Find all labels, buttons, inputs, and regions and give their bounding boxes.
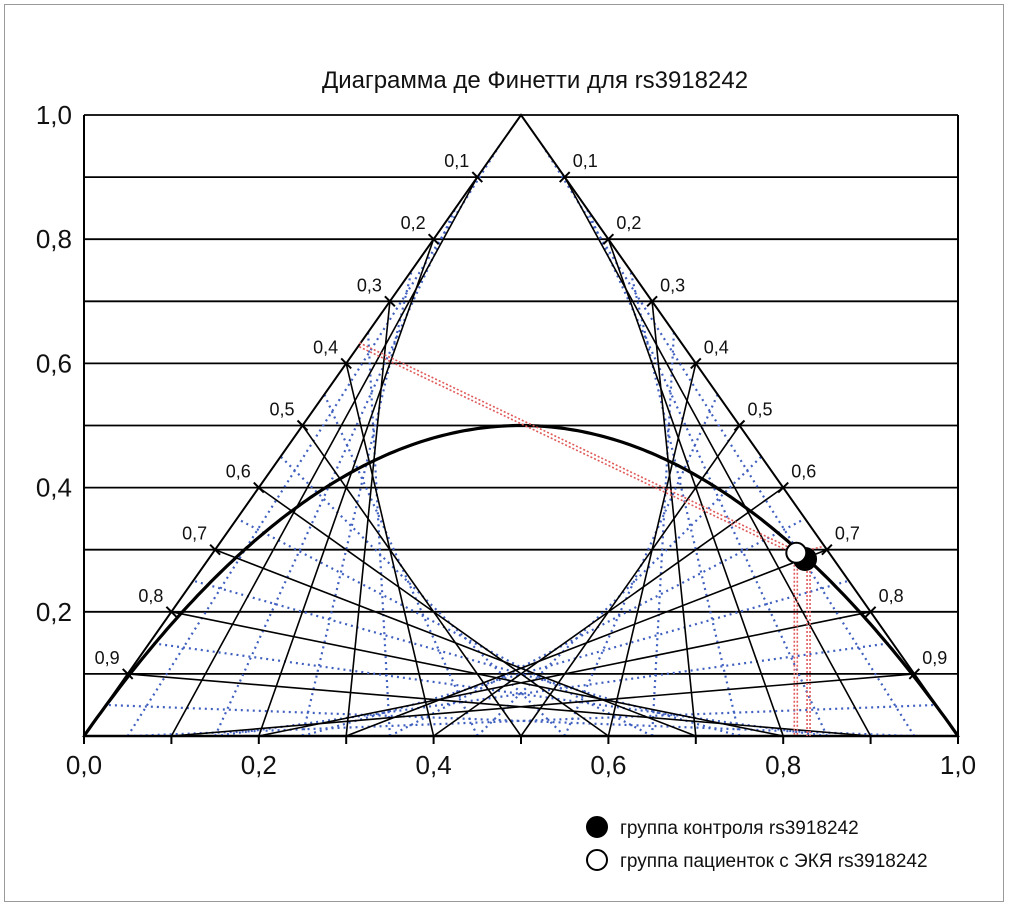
- right-side-tick-label: 0,4: [704, 337, 729, 357]
- left-side-tick-label: 0,3: [357, 275, 382, 295]
- dotted-gridline: [629, 269, 741, 737]
- x-tick-label: 0,0: [66, 750, 102, 780]
- point-patient-group: [785, 541, 808, 564]
- x-tick-label: 1,0: [940, 750, 976, 780]
- right-side-tick-label: 0,9: [922, 648, 947, 668]
- legend-marker-control: [586, 816, 608, 838]
- triangle-gridline: [127, 673, 871, 737]
- left-side-tick-label: 0,1: [444, 151, 469, 171]
- right-side-tick: [646, 295, 658, 308]
- left-side-tick: [340, 357, 352, 370]
- triangle-gridline: [214, 548, 697, 737]
- triangle-gridline: [607, 363, 697, 737]
- dotted-gridline: [651, 332, 676, 737]
- left-side-tick-label: 0,8: [138, 586, 163, 606]
- left-side-tick: [471, 171, 484, 183]
- right-side-tick: [821, 543, 833, 556]
- left-side-tick-label: 0,2: [401, 213, 426, 233]
- right-side-tick: [558, 171, 571, 183]
- left-side-tick: [427, 233, 440, 245]
- figure-frame: [4, 4, 1004, 902]
- x-tick-label: 0,2: [241, 750, 277, 780]
- right-side-tick-label: 0,3: [660, 275, 685, 295]
- y-tick-label: 0,8: [36, 224, 72, 254]
- legend-marker-patients: [586, 849, 608, 871]
- y-tick-label: 0,6: [36, 348, 72, 378]
- legend-label-patients: группа пациенток с ЭКЯ rs3918242: [620, 851, 928, 872]
- left-side-tick: [384, 295, 396, 308]
- x-tick-label: 0,4: [416, 750, 452, 780]
- right-side-tick-label: 0,7: [835, 524, 860, 544]
- triangle-gridline: [171, 611, 784, 737]
- dotted-gridline: [366, 332, 391, 737]
- y-tick-label: 0,4: [36, 473, 72, 503]
- triangle-gridline: [301, 425, 522, 737]
- left-side-tick-label: 0,7: [182, 524, 207, 544]
- right-side-tick-label: 0,6: [791, 462, 816, 482]
- right-side-tick-label: 0,5: [748, 400, 773, 420]
- triangle-gridline: [607, 238, 784, 737]
- right-side-tick: [908, 668, 921, 680]
- right-side-tick: [777, 481, 789, 494]
- y-tick-label: 0,2: [36, 597, 72, 627]
- x-tick-label: 0,8: [765, 750, 801, 780]
- left-side-tick: [296, 419, 309, 432]
- left-side-tick-label: 0,5: [269, 400, 294, 420]
- left-side-tick-label: 0,6: [226, 462, 251, 482]
- y-tick-label: 1,0: [36, 100, 72, 130]
- right-side-tick-label: 0,8: [879, 586, 904, 606]
- hardy-weinberg-curve: [82, 423, 960, 737]
- right-side-tick: [602, 233, 615, 245]
- guide-diagonal: [358, 342, 797, 552]
- triangle-gridline: [520, 425, 741, 737]
- right-side-tick-label: 0,2: [616, 213, 641, 233]
- right-side-tick: [690, 357, 702, 370]
- right-side-tick-label: 0,1: [573, 151, 598, 171]
- guide-diagonal: [358, 346, 797, 556]
- right-side-tick: [864, 606, 877, 618]
- x-tick-label: 0,6: [590, 750, 626, 780]
- dotted-gridline: [301, 269, 413, 737]
- legend-label-control: группа контроля rs3918242: [620, 818, 859, 839]
- left-side-tick-label: 0,4: [313, 337, 338, 357]
- right-side-tick: [733, 419, 746, 432]
- left-side-tick: [209, 543, 221, 556]
- triangle-gridline: [651, 301, 697, 737]
- left-side-tick: [253, 481, 265, 494]
- left-side-tick: [121, 668, 134, 680]
- triangle-gridline: [563, 176, 872, 737]
- chart-title: Диаграмма де Финетти для rs3918242: [322, 67, 748, 94]
- left-side-tick: [165, 606, 178, 618]
- left-side-tick-label: 0,9: [95, 648, 120, 668]
- triangle-gridline: [258, 486, 609, 737]
